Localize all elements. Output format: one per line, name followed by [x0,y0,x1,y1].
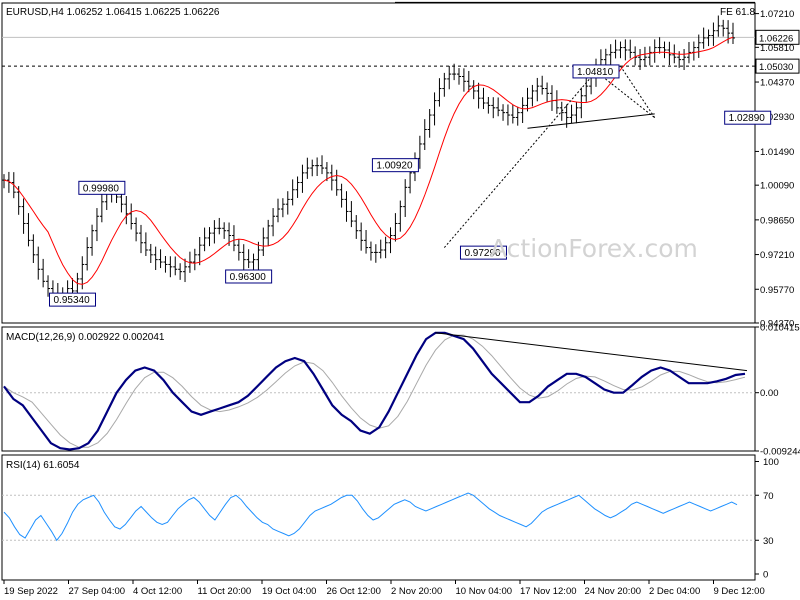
price-ytick-label: 0.95770 [760,285,794,296]
price-annotation-box [459,245,507,260]
price-annotation: 0.99980 [83,183,120,194]
price-annotation-box [78,180,126,195]
x-tick-label: 11 Oct 20:00 [198,586,252,597]
price-annotation-box [371,158,419,173]
x-tick-label: 10 Nov 04:00 [456,586,513,597]
dotted-projection-1 [443,71,597,248]
rsi-ytick-label: 70 [763,491,774,502]
rsi-ytick-label: 0 [763,570,768,581]
watermark: ActionForex.com [490,234,698,263]
price-annotation-box [724,110,772,125]
rsi-panel: 100 70 30 0 [2,457,779,581]
price-annotation: 0.95340 [53,295,90,306]
price-ytick-label: 1.05810 [760,43,794,54]
rsi-frame [1,454,756,581]
price-ytick-label: 1.04370 [760,78,794,89]
level-tag-label: 1.05030 [759,62,793,73]
chart-panels [1,2,756,581]
triangle-bottom-line [527,113,655,129]
ma-line [3,36,734,285]
price-frame [1,2,756,324]
price-ytick-label: 0.94370 [760,319,794,330]
x-axis: 19 Sep 2022 27 Sep 04:00 4 Oct 12:00 11 Oct… [3,580,765,597]
x-tick-label: 9 Dec 12:00 [714,586,765,597]
rsi-header: RSI(14) 61.6054 [6,460,80,471]
macd-trendline [435,332,748,372]
price-annotation: 1.04810 [577,67,614,78]
price-ytick-label: 1.02930 [760,112,794,123]
macd-ytick-label: 0.00 [760,388,779,399]
dotted-projection-3 [620,65,656,118]
rsi-ytick-label: 100 [763,457,779,468]
macd-header: MACD(12,26,9) 0.002922 0.002041 [6,332,165,343]
price-annotation: 0.97290 [464,248,501,259]
rsi-ytick-label: 30 [763,536,774,547]
x-tick-label: 2 Nov 20:00 [391,586,442,597]
price-annotation: 0.96300 [230,272,267,283]
x-tick-label: 4 Oct 12:00 [133,586,182,597]
x-tick-label: 26 Oct 12:00 [327,586,381,597]
price-ytick-label: 1.07210 [760,9,794,20]
price-panel: 1.07210 1.05810 1.04370 1.02930 1.01490 1.000… [2,1,800,330]
current-price-label: 1.06226 [759,33,793,44]
macd-panel: 0.010415 0.00 -0.009244 [2,323,800,458]
macd-line [3,331,746,451]
price-ytick-label: 1.00090 [760,181,794,192]
x-tick-label: 17 Nov 12:00 [520,586,577,597]
price-annotation-box [225,269,273,284]
x-tick-label: 27 Sep 04:00 [69,586,126,597]
rsi-line [3,492,738,542]
level-tag [755,58,800,74]
price-annotation: 1.02890 [729,113,766,124]
price-ytick-label: 0.97210 [760,250,794,261]
fe-label: FE 61.8 [720,7,755,18]
current-price-tag [755,29,800,45]
x-tick-label: 24 Nov 20:00 [585,586,642,597]
price-annotation-box [48,292,96,307]
macd-frame [1,326,756,452]
dotted-projection-2 [595,71,656,119]
x-tick-label: 19 Oct 04:00 [262,586,316,597]
price-ytick-label: 1.01490 [760,147,794,158]
price-annotation: 1.00920 [376,161,413,172]
price-header: EURUSD,H4 1.06252 1.06415 1.06225 1.0622… [6,7,220,18]
x-tick-label: 19 Sep 2022 [4,586,58,597]
macd-signal-line [3,334,746,448]
price-annotation-box [572,64,620,79]
macd-ytick-label: -0.009244 [760,447,800,458]
price-ytick-label: 0.98650 [760,215,794,226]
x-tick-label: 2 Dec 04:00 [649,586,700,597]
macd-ytick-label: 0.010415 [760,323,800,334]
